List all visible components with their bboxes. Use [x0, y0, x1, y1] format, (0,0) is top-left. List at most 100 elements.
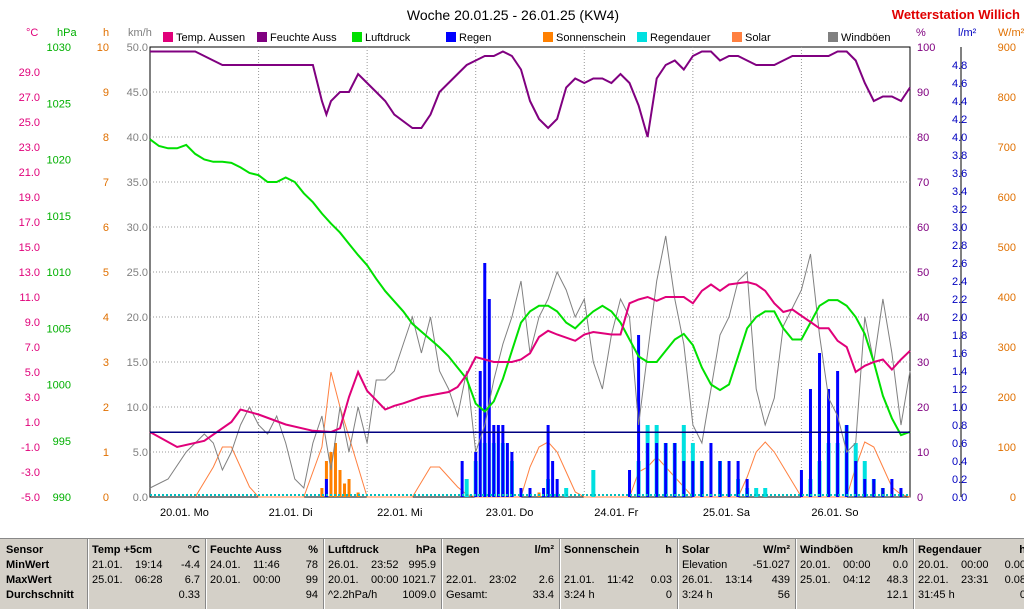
stat-cell-time: 23:52 [371, 559, 399, 571]
stat-cell-value: 0.00 [1004, 559, 1024, 571]
x-tick-label: 20.01. Mo [160, 507, 209, 519]
stat-cell-time: 06:28 [135, 574, 163, 586]
weather-chart: Woche 20.01.25 - 26.01.25 (KW4) Wetterst… [19, 7, 1024, 519]
axis-tick-rain: 2.4 [952, 276, 967, 288]
axis-tick-solar: 100 [998, 442, 1016, 454]
axis-unit-pressure: hPa [57, 27, 77, 39]
axis-unit-solar: W/m² [998, 27, 1024, 39]
stat-column-title: Regen [446, 544, 480, 556]
row-labels: Sensor MinWert MaxWert Durchschnitt [0, 539, 88, 609]
stat-cell-date: Gesamt: [446, 589, 488, 601]
axis-tick-pressure: 1025 [47, 98, 71, 110]
stat-column-title: Temp +5cm [92, 544, 153, 556]
rain-duration-bar [564, 488, 569, 497]
axis-tick-solar: 700 [998, 142, 1016, 154]
axis-tick-temp: 9.0 [25, 317, 40, 329]
stat-cell-date: 25.01. [800, 574, 831, 586]
stat-cell-time: 13:14 [725, 574, 753, 586]
rain-bar [664, 443, 668, 497]
axis-tick-temp: 3.0 [25, 392, 40, 404]
axis-tick-wind: 0.0 [133, 492, 148, 504]
axis-tick-rain: 4.4 [952, 96, 967, 108]
axis-tick-rain: 0.8 [952, 420, 967, 432]
stat-cell-value: 12.1 [886, 589, 908, 601]
axis-tick-hours: 1 [103, 447, 109, 459]
column-separator [323, 539, 325, 609]
axis-tick-rain: 0.2 [952, 474, 967, 486]
rain-bar [551, 461, 555, 497]
stat-column: Temp +5cm °C 21.01. 19:14 -4.4 25.01. 06:28 6.7… [90, 539, 204, 609]
axis-tick-rain: 1.6 [952, 348, 967, 360]
rain-bar [505, 443, 509, 497]
sunshine-bar [329, 452, 333, 497]
axis-unit-humidity: % [916, 27, 926, 39]
axis-tick-pressure: 990 [53, 492, 71, 504]
axis-tick-temp: -5.0 [21, 492, 40, 504]
stat-column-unit: l/m² [534, 544, 554, 556]
axis-tick-temp: 13.0 [19, 267, 40, 279]
rain-bar [881, 488, 885, 497]
rain-bar [483, 263, 487, 497]
axis-unit-rain: l/m² [958, 27, 977, 39]
rain-bar [682, 461, 686, 497]
axis-tick-temp: 25.0 [19, 117, 40, 129]
stat-cell-time: 00:00 [961, 559, 989, 571]
column-separator [559, 539, 561, 609]
stat-column-unit: km/h [882, 544, 908, 556]
legend-label: Solar [745, 32, 771, 44]
series-wind-gusts [149, 235, 911, 490]
axis-tick-temp: 5.0 [25, 367, 40, 379]
axis-tick-rain: 4.6 [952, 78, 967, 90]
legend-swatch [732, 32, 742, 42]
axis-tick-rain: 3.8 [952, 150, 967, 162]
series-solar [194, 371, 911, 498]
axis-unit-hours: h [103, 27, 109, 39]
axis-tick-wind: 35.0 [127, 177, 148, 189]
axis-tick-rain: 4.8 [952, 60, 967, 72]
legend-swatch [637, 32, 647, 42]
axis-tick-solar: 300 [998, 342, 1016, 354]
sunshine-bar [343, 483, 347, 497]
axis-tick-humidity: 20 [917, 402, 929, 414]
axis-tick-hours: 9 [103, 87, 109, 99]
axis-tick-wind: 30.0 [127, 222, 148, 234]
sunshine-bar [320, 488, 324, 497]
legend-swatch [163, 32, 173, 42]
stat-cell-value: 0.0 [892, 559, 908, 571]
rain-bar [727, 461, 731, 497]
stat-cell-time: 04:12 [843, 574, 871, 586]
axis-tick-hours: 0 [103, 492, 109, 504]
rain-duration-bar [763, 488, 768, 497]
rain-bar [474, 452, 478, 497]
stat-column-title: Luftdruck [328, 544, 379, 556]
axis-tick-temp: 19.0 [19, 192, 40, 204]
row-label-max: MaxWert [6, 574, 52, 586]
axis-tick-hours: 7 [103, 177, 109, 189]
stat-cell-time: 23:02 [489, 574, 517, 586]
axis-tick-wind: 10.0 [127, 402, 148, 414]
stat-cell-time: 23:31 [961, 574, 989, 586]
stat-cell-value: 56 [777, 589, 790, 601]
axis-tick-pressure: 1020 [47, 155, 71, 167]
axis-tick-wind: 45.0 [127, 87, 148, 99]
stat-cell-date: 21.01. [92, 559, 123, 571]
rain-bar [487, 299, 491, 497]
x-tick-label: 25.01. Sa [703, 507, 751, 519]
row-label-sensor: Sensor [6, 544, 44, 556]
axis-tick-rain: 4.2 [952, 114, 967, 126]
rain-bar [460, 461, 464, 497]
stat-cell-value: 99 [305, 574, 318, 586]
rain-bar [700, 461, 704, 497]
axis-tick-pressure: 1030 [47, 42, 71, 54]
legend-label: Regendauer [650, 32, 711, 44]
stat-cell-date: 21.01. [564, 574, 595, 586]
stat-cell-date: 20.01. [328, 574, 359, 586]
axis-tick-pressure: 1010 [47, 267, 71, 279]
axis-tick-humidity: 60 [917, 222, 929, 234]
axis-tick-temp: -3.0 [21, 467, 40, 479]
series-humidity [150, 50, 911, 138]
axis-unit-temp: °C [26, 27, 38, 39]
stat-column: Sonnenschein h 21.01. 11:42 0.03 3:24 h 0 [562, 539, 676, 609]
stat-cell-time: 00:00 [843, 559, 871, 571]
stat-cell-time: 00:00 [371, 574, 399, 586]
